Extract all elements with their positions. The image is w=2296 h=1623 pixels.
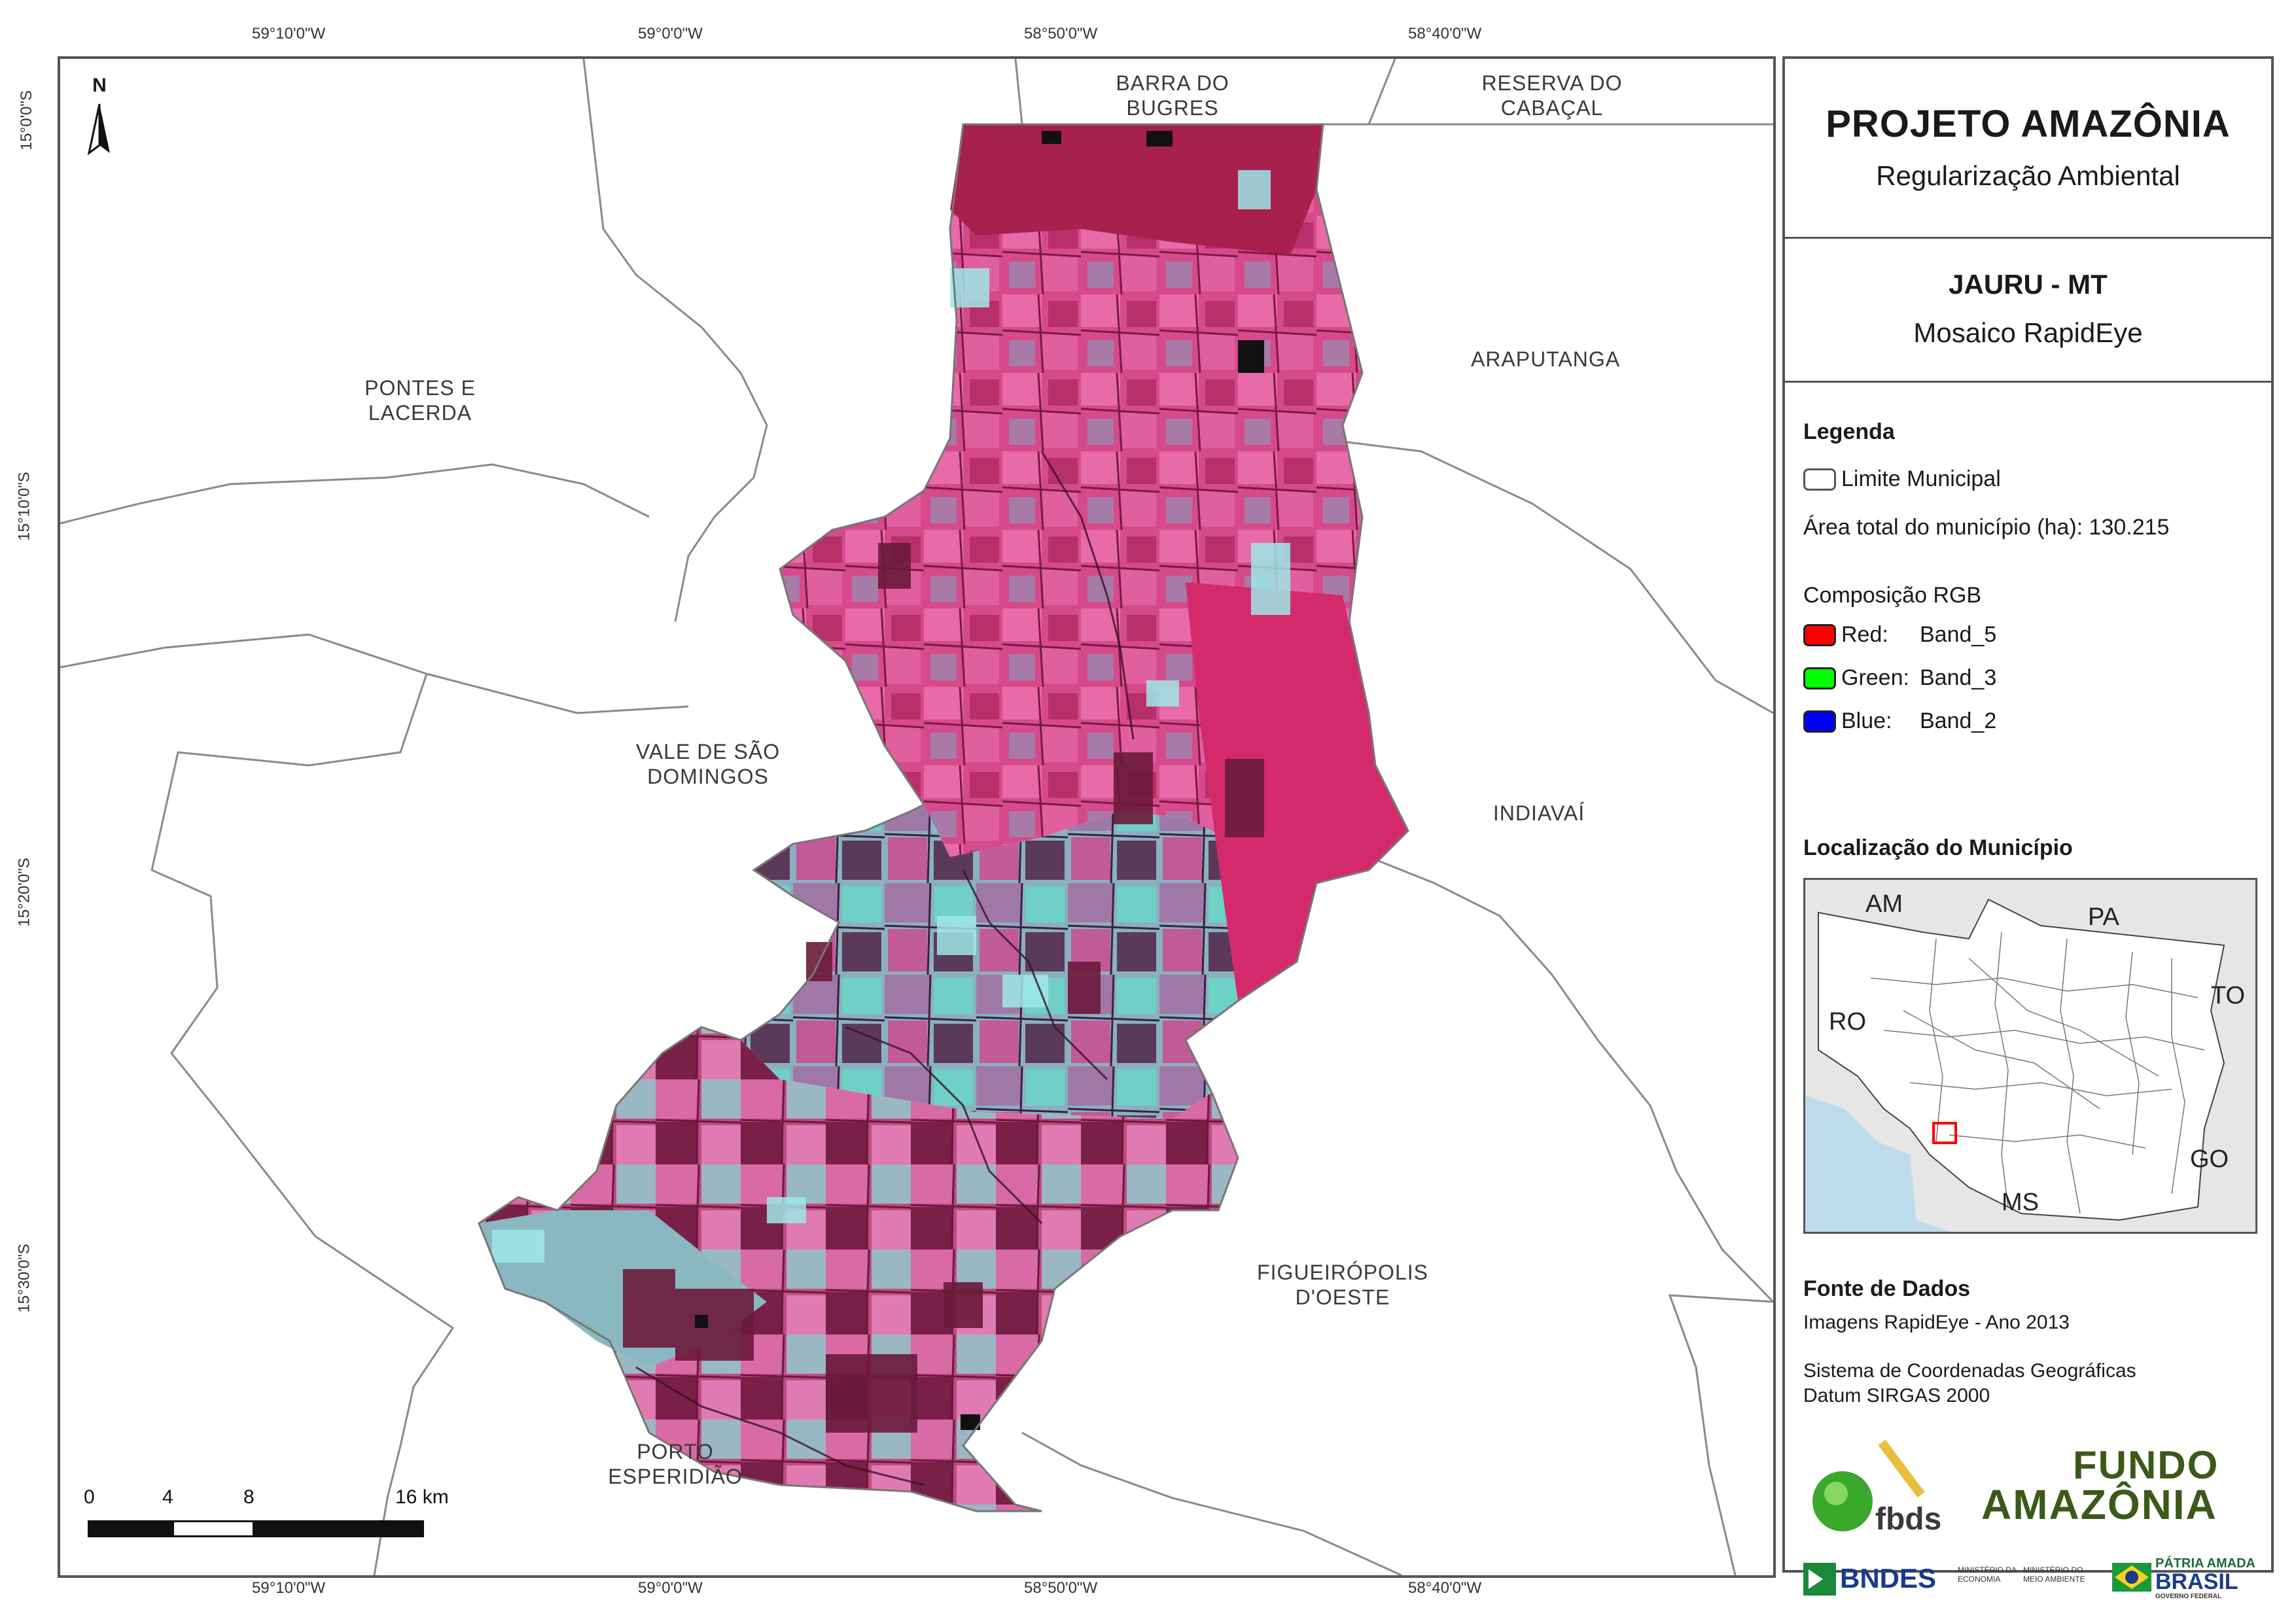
coord-top-2: 59°0'0"W [638, 25, 703, 43]
project-subtitle: Regularização Ambiental [1876, 160, 2180, 191]
place-figueiropolis: FIGUEIRÓPOLIS D'OESTE [1257, 1261, 1428, 1309]
legend-heading: Legenda [1803, 419, 1895, 444]
scale-label-4: 4 [162, 1486, 173, 1508]
ministerio-meio-ambiente-text: MINISTÉRIO DO MEIO AMBIENTE [2023, 1565, 2085, 1584]
coord-left-4: 15°30'0"S [15, 1244, 33, 1313]
brasil-text: BRASIL [2155, 1569, 2238, 1594]
band-blue-channel: Blue: [1841, 708, 1892, 733]
inset-map-canvas [1805, 880, 2255, 1232]
coord-left-2: 15°10'0"S [15, 472, 33, 541]
ministerio-economia-text: MINISTÉRIO DA ECONOMIA [1958, 1565, 2017, 1584]
municipality-name: JAURU - MT [1949, 269, 2108, 300]
source-images: Imagens RapidEye - Ano 2013 [1803, 1312, 2070, 1333]
location-heading: Localização do Município [1803, 835, 2073, 860]
state-pa: PA [2088, 903, 2119, 931]
coord-top-3: 58°50'0"W [1024, 25, 1098, 43]
place-reserva-do-cabacal: RESERVA DO CABAÇAL [1481, 71, 1623, 120]
project-title: PROJETO AMAZÔNIA [1826, 103, 2231, 145]
place-pontes-e-lacerda: PONTES E LACERDA [364, 376, 476, 425]
red-swatch [1803, 623, 1836, 646]
green-swatch [1803, 667, 1836, 689]
bndes-logo-icon [1803, 1563, 1836, 1596]
area-row: Área total do município (ha): 130.215 [1803, 515, 2169, 540]
coord-top-1: 59°10'0"W [252, 25, 326, 43]
coord-bottom-4: 58°40'0"W [1408, 1579, 1482, 1597]
scale-segment-3 [253, 1520, 424, 1537]
state-ms: MS [2002, 1189, 2039, 1216]
scale-segment-1 [88, 1520, 174, 1537]
north-label: N [92, 75, 107, 96]
mosaic-south [479, 1027, 1238, 1511]
jauru-mosaic [478, 123, 1409, 1512]
state-ro: RO [1829, 1008, 1866, 1036]
dark-forest-patches [623, 543, 1264, 1433]
scale-label-8: 8 [243, 1486, 255, 1508]
jauru-outline [478, 123, 1409, 1512]
rgb-heading: Composição RGB [1803, 583, 1982, 608]
legend-panel: PROJETO AMAZÔNIA Regularização Ambiental… [1782, 56, 2274, 1600]
coord-bottom-1: 59°10'0"W [252, 1579, 326, 1597]
north-arrow-icon [87, 103, 110, 156]
coord-left-1: 15°0'0"S [18, 90, 36, 151]
legend-body: Legenda Limite Municipal Área total do m… [1785, 383, 2271, 1600]
place-araputanga: ARAPUTANGA [1470, 347, 1621, 371]
coord-bottom-2: 59°0'0"W [638, 1579, 703, 1597]
fbds-logo: fbds [1803, 1436, 1960, 1537]
source-heading: Fonte de Dados [1803, 1276, 1971, 1301]
brasil-flag-icon [2112, 1563, 2151, 1592]
amazonia-logo-text: AMAZÔNIA [1981, 1481, 2217, 1528]
map-frame[interactable]: N BARRA DO BUGRES RESERVA DO CABAÇAL PON… [58, 56, 1776, 1578]
bare-soil-patches [492, 170, 1290, 1263]
state-go: GO [2190, 1145, 2229, 1173]
place-indiavai: INDIAVAÍ [1492, 801, 1585, 825]
rgb-heading-row: Composição RGB [1803, 583, 1981, 608]
area-text: Área total do município (ha): 130.215 [1803, 515, 2170, 540]
jauru-location-marker [1932, 1122, 1957, 1144]
coord-bottom-3: 58°50'0"W [1024, 1579, 1098, 1597]
crs-line-2: Datum SIRGAS 2000 [1803, 1385, 1990, 1406]
band-red-name: Band_5 [1920, 622, 1997, 647]
map-canvas [60, 59, 1773, 1575]
legend-boundary-row: Limite Municipal [1803, 466, 2001, 492]
state-to: TO [2211, 982, 2246, 1009]
mosaic-north-forest [950, 124, 1323, 255]
bndes-logo: BNDES [1803, 1560, 1954, 1599]
fundo-logo-text: FUNDO [2073, 1443, 2219, 1487]
location-inset-map: AM PA TO RO GO MS [1803, 878, 2257, 1234]
band-red-channel: Red: [1841, 622, 1888, 647]
band-green-row: Green: Band_3 [1803, 665, 1996, 691]
coord-top-4: 58°40'0"W [1408, 25, 1482, 43]
mosaic-east-strip [1186, 582, 1408, 1001]
scale-label-16: 16 km [395, 1486, 449, 1508]
legend-boundary-label: Limite Municipal [1841, 466, 2001, 491]
fundo-amazonia-logo: FUNDO AMAZÔNIA [1981, 1442, 2256, 1534]
coord-left-3: 15°20'0"S [15, 858, 33, 927]
band-blue-row: Blue: Band_2 [1803, 708, 1996, 734]
band-blue-name: Band_2 [1920, 708, 1997, 733]
scale-segment-2 [172, 1520, 255, 1537]
blue-swatch [1803, 710, 1836, 733]
scale-label-0: 0 [84, 1486, 95, 1508]
place-barra-do-bugres: BARRA DO BUGRES [1116, 71, 1229, 120]
rivers [635, 451, 1135, 1486]
project-title-section: PROJETO AMAZÔNIA Regularização Ambiental [1785, 59, 2271, 239]
product-name: Mosaico RapidEye [1913, 317, 2143, 348]
state-am: AM [1865, 890, 1903, 918]
boundary-swatch [1803, 468, 1836, 491]
municipality-section: JAURU - MT Mosaico RapidEye [1785, 239, 2271, 383]
scale-bar: 0 4 8 16 km [84, 1486, 476, 1552]
patria-amada-logo: PÁTRIA AMADA BRASIL GOVERNO FEDERAL [2112, 1555, 2263, 1601]
band-red-row: Red: Band_5 [1803, 622, 1996, 648]
governo-federal-text: GOVERNO FEDERAL [2155, 1593, 2222, 1600]
place-vale-de-sao-domingos: VALE DE SÃO DOMINGOS [635, 740, 781, 788]
bndes-logo-text: BNDES [1840, 1563, 1937, 1594]
fbds-logo-icon [1812, 1439, 1925, 1531]
place-porto-esperidiao: PORTO ESPERIDIÃO [608, 1440, 743, 1488]
band-green-name: Band_3 [1920, 665, 1997, 690]
band-green-channel: Green: [1841, 665, 1909, 690]
fbds-logo-text: fbds [1875, 1502, 1942, 1537]
north-arrow: N [80, 75, 119, 160]
crs-line-1: Sistema de Coordenadas Geográficas [1803, 1360, 2136, 1382]
patria-amada-text: PÁTRIA AMADA [2155, 1556, 2255, 1571]
